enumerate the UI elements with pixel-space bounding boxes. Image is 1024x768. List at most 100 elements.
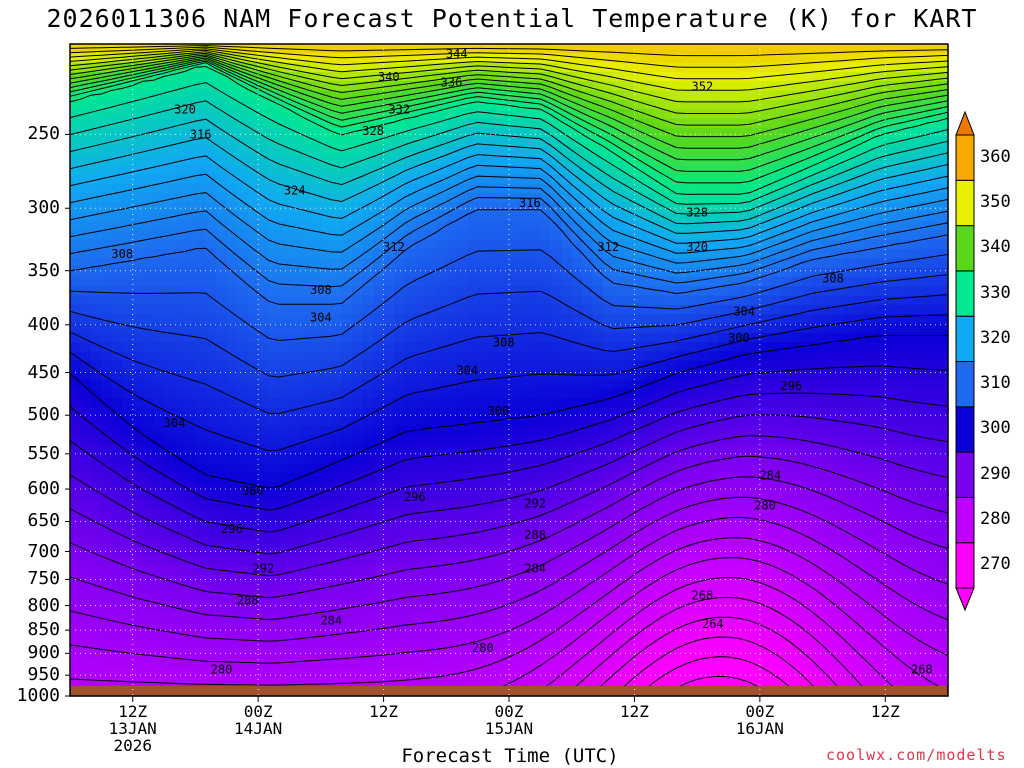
- theta-cell: [279, 593, 291, 604]
- theta-cell: [676, 239, 688, 250]
- theta-cell: [320, 351, 332, 362]
- theta-cell: [603, 388, 615, 399]
- theta-cell: [373, 491, 385, 501]
- theta-cell: [623, 584, 636, 595]
- theta-cell: [90, 71, 102, 82]
- theta-cell: [477, 44, 489, 54]
- theta-cell: [352, 509, 364, 520]
- theta-cell: [644, 62, 656, 73]
- theta-cell: [310, 53, 322, 64]
- theta-cell: [237, 630, 249, 641]
- theta-cell: [404, 183, 416, 194]
- theta-cell: [394, 649, 406, 660]
- theta-cell: [195, 584, 207, 595]
- theta-cell: [268, 602, 280, 613]
- theta-cell: [749, 286, 761, 297]
- theta-cell: [404, 509, 416, 520]
- theta-cell: [759, 677, 771, 688]
- theta-cell: [195, 304, 207, 315]
- theta-cell: [195, 677, 207, 688]
- theta-cell: [247, 193, 259, 203]
- theta-cell: [289, 407, 301, 418]
- theta-cell: [477, 286, 489, 297]
- theta-cell: [143, 155, 155, 166]
- theta-cell: [122, 127, 134, 138]
- theta-cell: [718, 276, 730, 287]
- theta-cell: [529, 444, 541, 455]
- theta-cell: [153, 230, 165, 241]
- theta-cell: [425, 342, 437, 352]
- theta-cell: [697, 668, 709, 678]
- theta-cell: [728, 248, 740, 259]
- theta-cell: [153, 239, 165, 250]
- theta-cell: [770, 640, 782, 651]
- theta-cell: [341, 109, 353, 120]
- theta-cell: [540, 519, 552, 529]
- theta-cell: [310, 211, 322, 222]
- theta-cell: [143, 44, 155, 54]
- theta-cell: [529, 621, 541, 632]
- theta-cell: [446, 211, 458, 222]
- theta-cell: [456, 509, 468, 520]
- theta-cell: [561, 668, 573, 678]
- theta-cell: [759, 453, 771, 464]
- theta-cell: [488, 444, 500, 455]
- theta-cell: [310, 528, 322, 539]
- theta-cell: [718, 397, 730, 408]
- theta-cell: [550, 640, 562, 651]
- theta-cell: [414, 444, 426, 455]
- theta-cell: [707, 165, 719, 175]
- theta-cell: [467, 155, 479, 166]
- theta-cell: [352, 370, 364, 380]
- theta-cell: [456, 248, 468, 259]
- theta-cell: [289, 444, 301, 455]
- theta-cell: [174, 360, 186, 371]
- theta-cell: [529, 332, 541, 343]
- theta-cell: [394, 332, 406, 343]
- theta-cell: [216, 453, 228, 464]
- theta-cell: [101, 435, 113, 446]
- theta-cell: [509, 137, 521, 148]
- theta-cell: [164, 258, 176, 269]
- theta-cell: [247, 44, 259, 54]
- theta-cell: [425, 528, 437, 539]
- theta-cell: [697, 71, 709, 82]
- theta-cell: [394, 472, 406, 483]
- theta-cell: [759, 584, 771, 595]
- theta-cell: [383, 286, 395, 297]
- theta-cell: [299, 537, 312, 548]
- theta-cell: [70, 463, 82, 474]
- theta-cell: [718, 370, 730, 380]
- theta-cell: [184, 286, 197, 297]
- theta-cell: [644, 81, 656, 92]
- theta-cell: [509, 444, 521, 455]
- theta-cell: [623, 640, 636, 651]
- theta-cell: [749, 546, 761, 557]
- theta-cell: [571, 127, 583, 138]
- theta-cell: [362, 62, 374, 73]
- theta-cell: [174, 137, 186, 148]
- theta-cell: [164, 602, 176, 613]
- theta-cell: [812, 90, 824, 101]
- theta-cell: [414, 397, 426, 408]
- theta-cell: [404, 248, 416, 259]
- theta-cell: [519, 62, 531, 73]
- theta-cell: [132, 118, 144, 129]
- theta-cell: [216, 342, 228, 352]
- theta-cell: [707, 425, 719, 436]
- theta-cell: [394, 248, 406, 259]
- theta-cell: [174, 407, 186, 418]
- theta-cell: [498, 109, 510, 120]
- theta-cell: [195, 425, 207, 436]
- theta-cell: [80, 295, 92, 306]
- theta-cell: [435, 155, 447, 166]
- theta-cell: [195, 71, 207, 82]
- theta-cell: [467, 472, 479, 483]
- theta-cell: [738, 537, 751, 548]
- theta-cell: [770, 230, 782, 241]
- theta-cell: [780, 127, 792, 138]
- theta-cell: [362, 332, 374, 343]
- theta-cell: [205, 556, 217, 567]
- theta-cell: [644, 379, 656, 390]
- theta-cell: [331, 565, 343, 576]
